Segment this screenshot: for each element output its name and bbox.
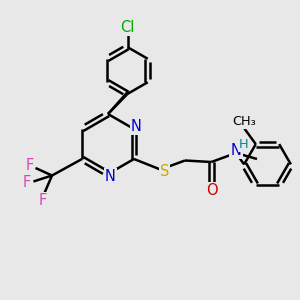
Text: F: F [39,193,47,208]
Text: N: N [131,119,142,134]
Text: F: F [26,158,34,173]
Text: N: N [230,143,242,158]
Text: Cl: Cl [120,20,135,34]
Text: S: S [160,164,169,178]
Text: CH₃: CH₃ [232,116,256,128]
Text: N: N [105,169,116,184]
Text: H: H [239,138,248,151]
Text: F: F [23,175,31,190]
Text: O: O [206,183,218,198]
